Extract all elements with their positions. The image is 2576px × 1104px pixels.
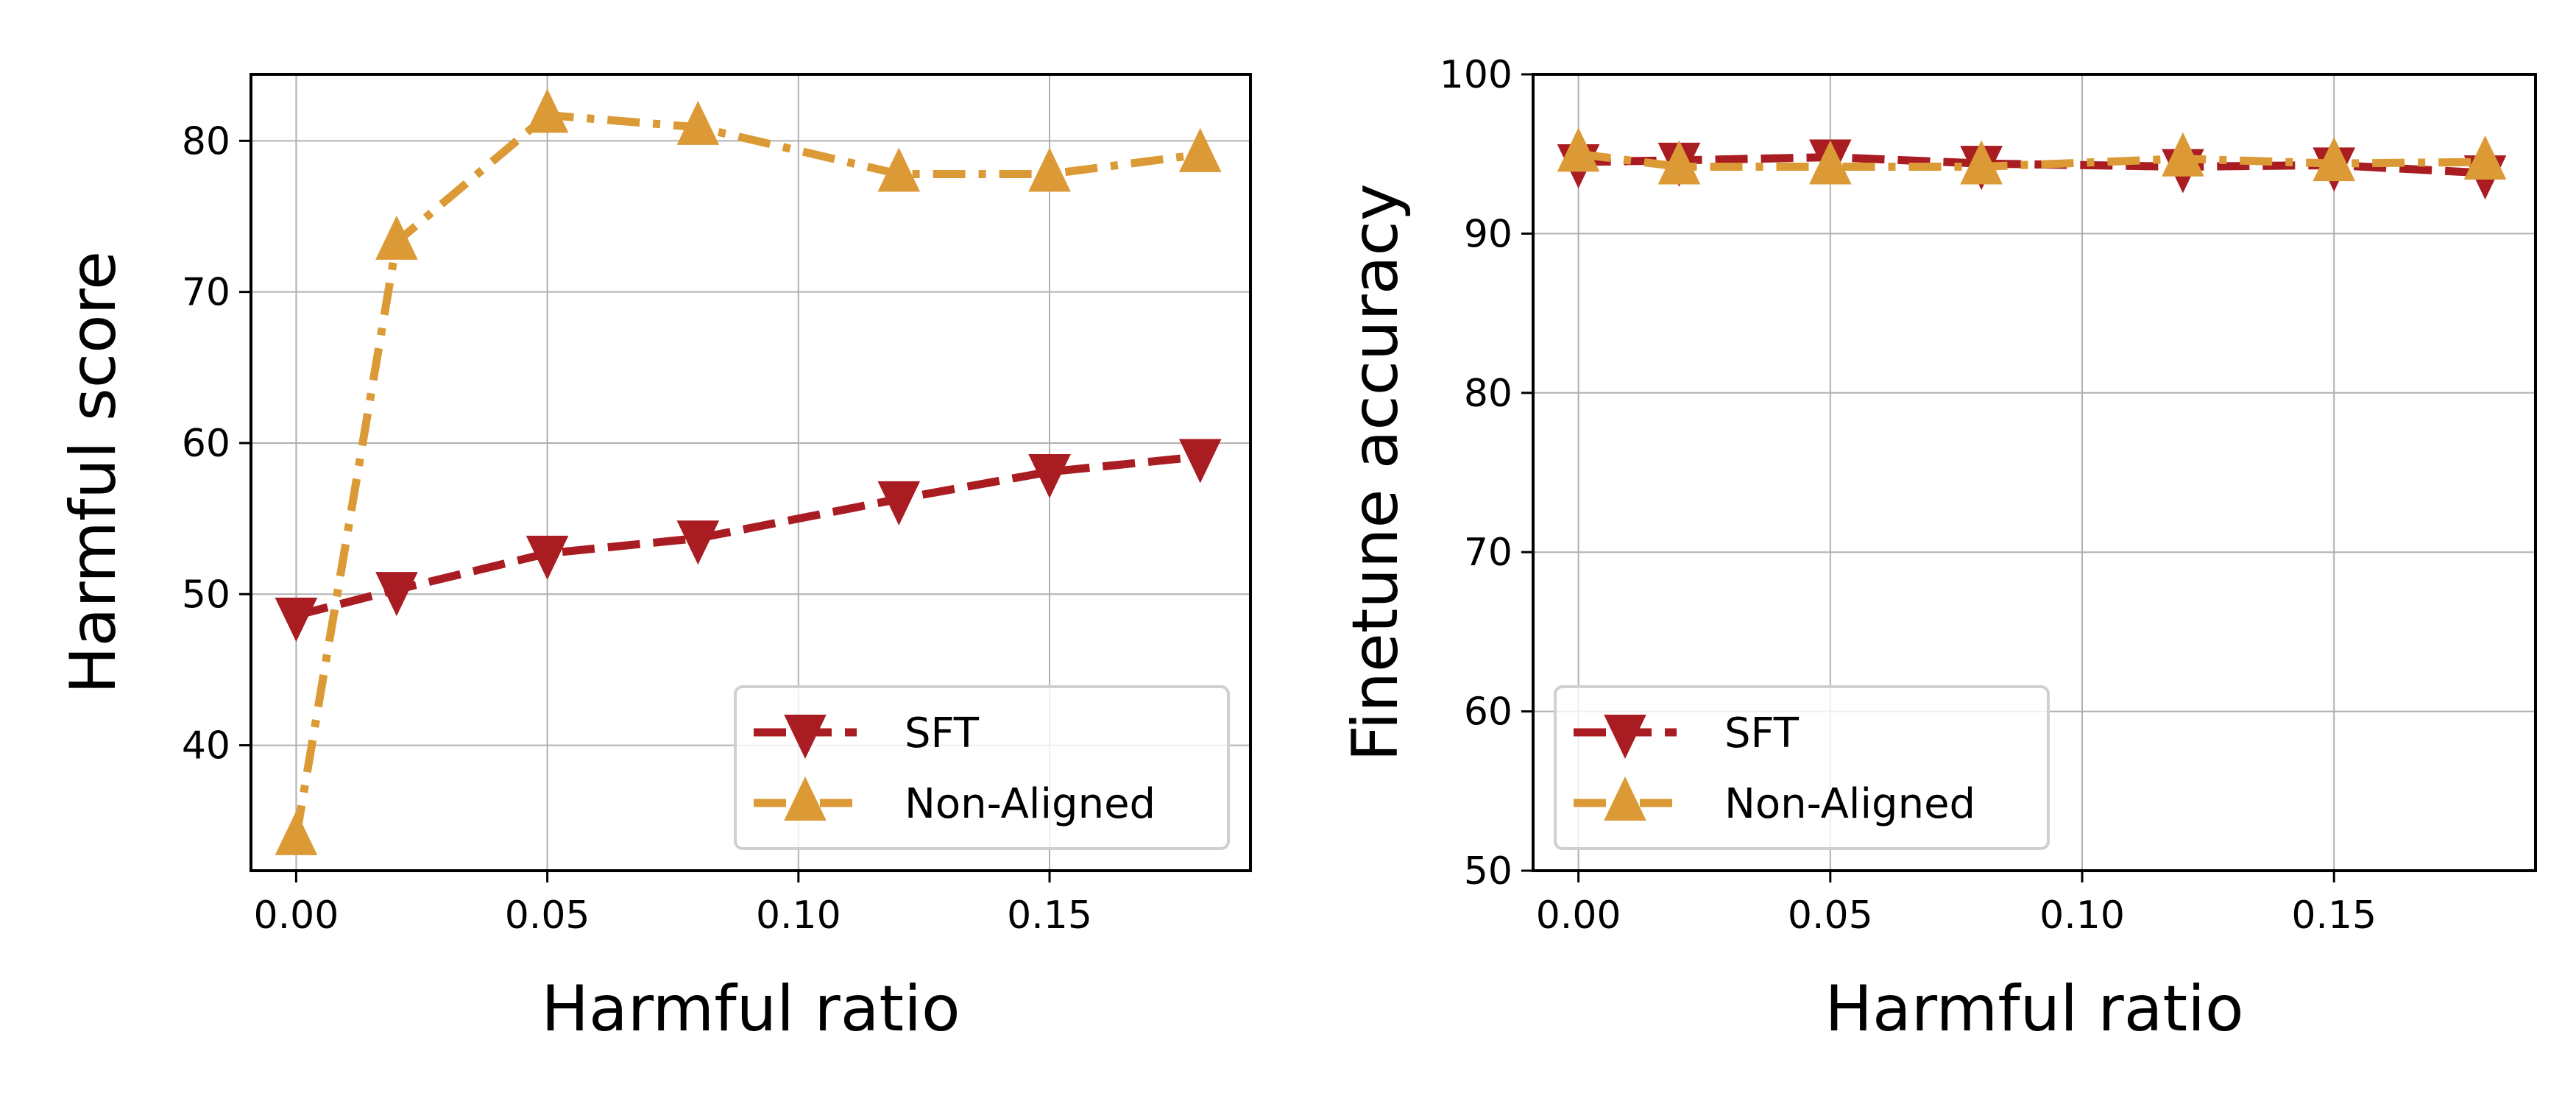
x-tick-label: 0.10 [2039, 894, 2125, 938]
legend-label: Non-Aligned [1724, 780, 1975, 828]
data-point-sft [1178, 439, 1222, 484]
legend-label: Non-Aligned [905, 780, 1156, 828]
y-tick-label: 40 [182, 724, 230, 768]
y-tick-label: 50 [182, 573, 230, 617]
y-tick-label: 80 [1464, 372, 1512, 416]
y-tick-label: 80 [182, 119, 230, 163]
data-point-non-aligned [676, 100, 720, 145]
y-tick-label: 100 [1440, 53, 1512, 97]
axes-frame [1532, 73, 2537, 872]
data-point-non-aligned [2313, 137, 2356, 182]
subplot-2: 0.00 0.05 0.10 0.15 50 60 70 80 90 100 Harmful rat… [1339, 53, 2537, 1046]
y-axis-label: Harmful score [57, 251, 130, 694]
y-tick-label: 60 [182, 422, 230, 466]
data-point-non-aligned [275, 810, 318, 855]
data-point-sft [877, 481, 921, 526]
x-tick-label: 0.05 [1788, 894, 1873, 938]
axes-frame [250, 73, 1252, 872]
data-point-non-aligned [375, 215, 418, 260]
data-point-non-aligned [1960, 140, 2003, 185]
legend-marker [784, 776, 827, 821]
y-tick-label: 90 [1464, 212, 1512, 256]
data-point-sft [275, 598, 318, 643]
x-tick-label: 0.00 [254, 894, 339, 938]
data-point-non-aligned [526, 88, 569, 133]
legend-marker [1604, 776, 1646, 821]
data-point-non-aligned [1657, 140, 1701, 185]
y-tick-label: 70 [182, 271, 230, 315]
x-tick-label: 0.15 [1007, 894, 1092, 938]
legend-box [1554, 685, 2050, 850]
y-tick-label: 50 [1464, 849, 1512, 894]
data-point-non-aligned [1028, 147, 1071, 192]
data-point-non-aligned [1809, 140, 1852, 185]
data-point-non-aligned [2162, 132, 2204, 177]
y-tick-label: 70 [1464, 531, 1512, 575]
x-tick-label: 0.00 [1536, 894, 1621, 938]
data-point-sft [676, 520, 720, 565]
legend: SFT Non-Aligned [1554, 685, 2050, 850]
x-tick-label: 0.15 [2291, 894, 2377, 938]
data-point-non-aligned [1557, 127, 1600, 172]
legend-label: SFT [1724, 710, 1800, 757]
y-axis-label: Finetune accuracy [1339, 183, 1412, 762]
x-axis-label: Harmful ratio [1825, 972, 2243, 1046]
data-point-sft [1028, 453, 1071, 498]
legend-box [734, 685, 1230, 850]
legend: SFT Non-Aligned [734, 685, 1230, 850]
legend-marker [1604, 715, 1646, 759]
subplot-1: 0.00 0.05 0.10 0.15 40 50 60 70 80 Harmful ratio H… [57, 73, 1252, 1046]
data-point-sft [526, 535, 569, 580]
data-point-non-aligned [2463, 135, 2507, 180]
data-point-sft [375, 572, 418, 617]
x-tick-label: 0.10 [756, 894, 841, 938]
x-axis-label: Harmful ratio [541, 972, 960, 1046]
data-point-non-aligned [877, 147, 921, 192]
series-line-sft [295, 452, 1201, 620]
legend-label: SFT [905, 710, 980, 757]
x-tick-label: 0.05 [505, 894, 590, 938]
y-tick-label: 60 [1464, 690, 1512, 735]
legend-marker [784, 715, 827, 759]
data-point-non-aligned [1178, 127, 1222, 172]
